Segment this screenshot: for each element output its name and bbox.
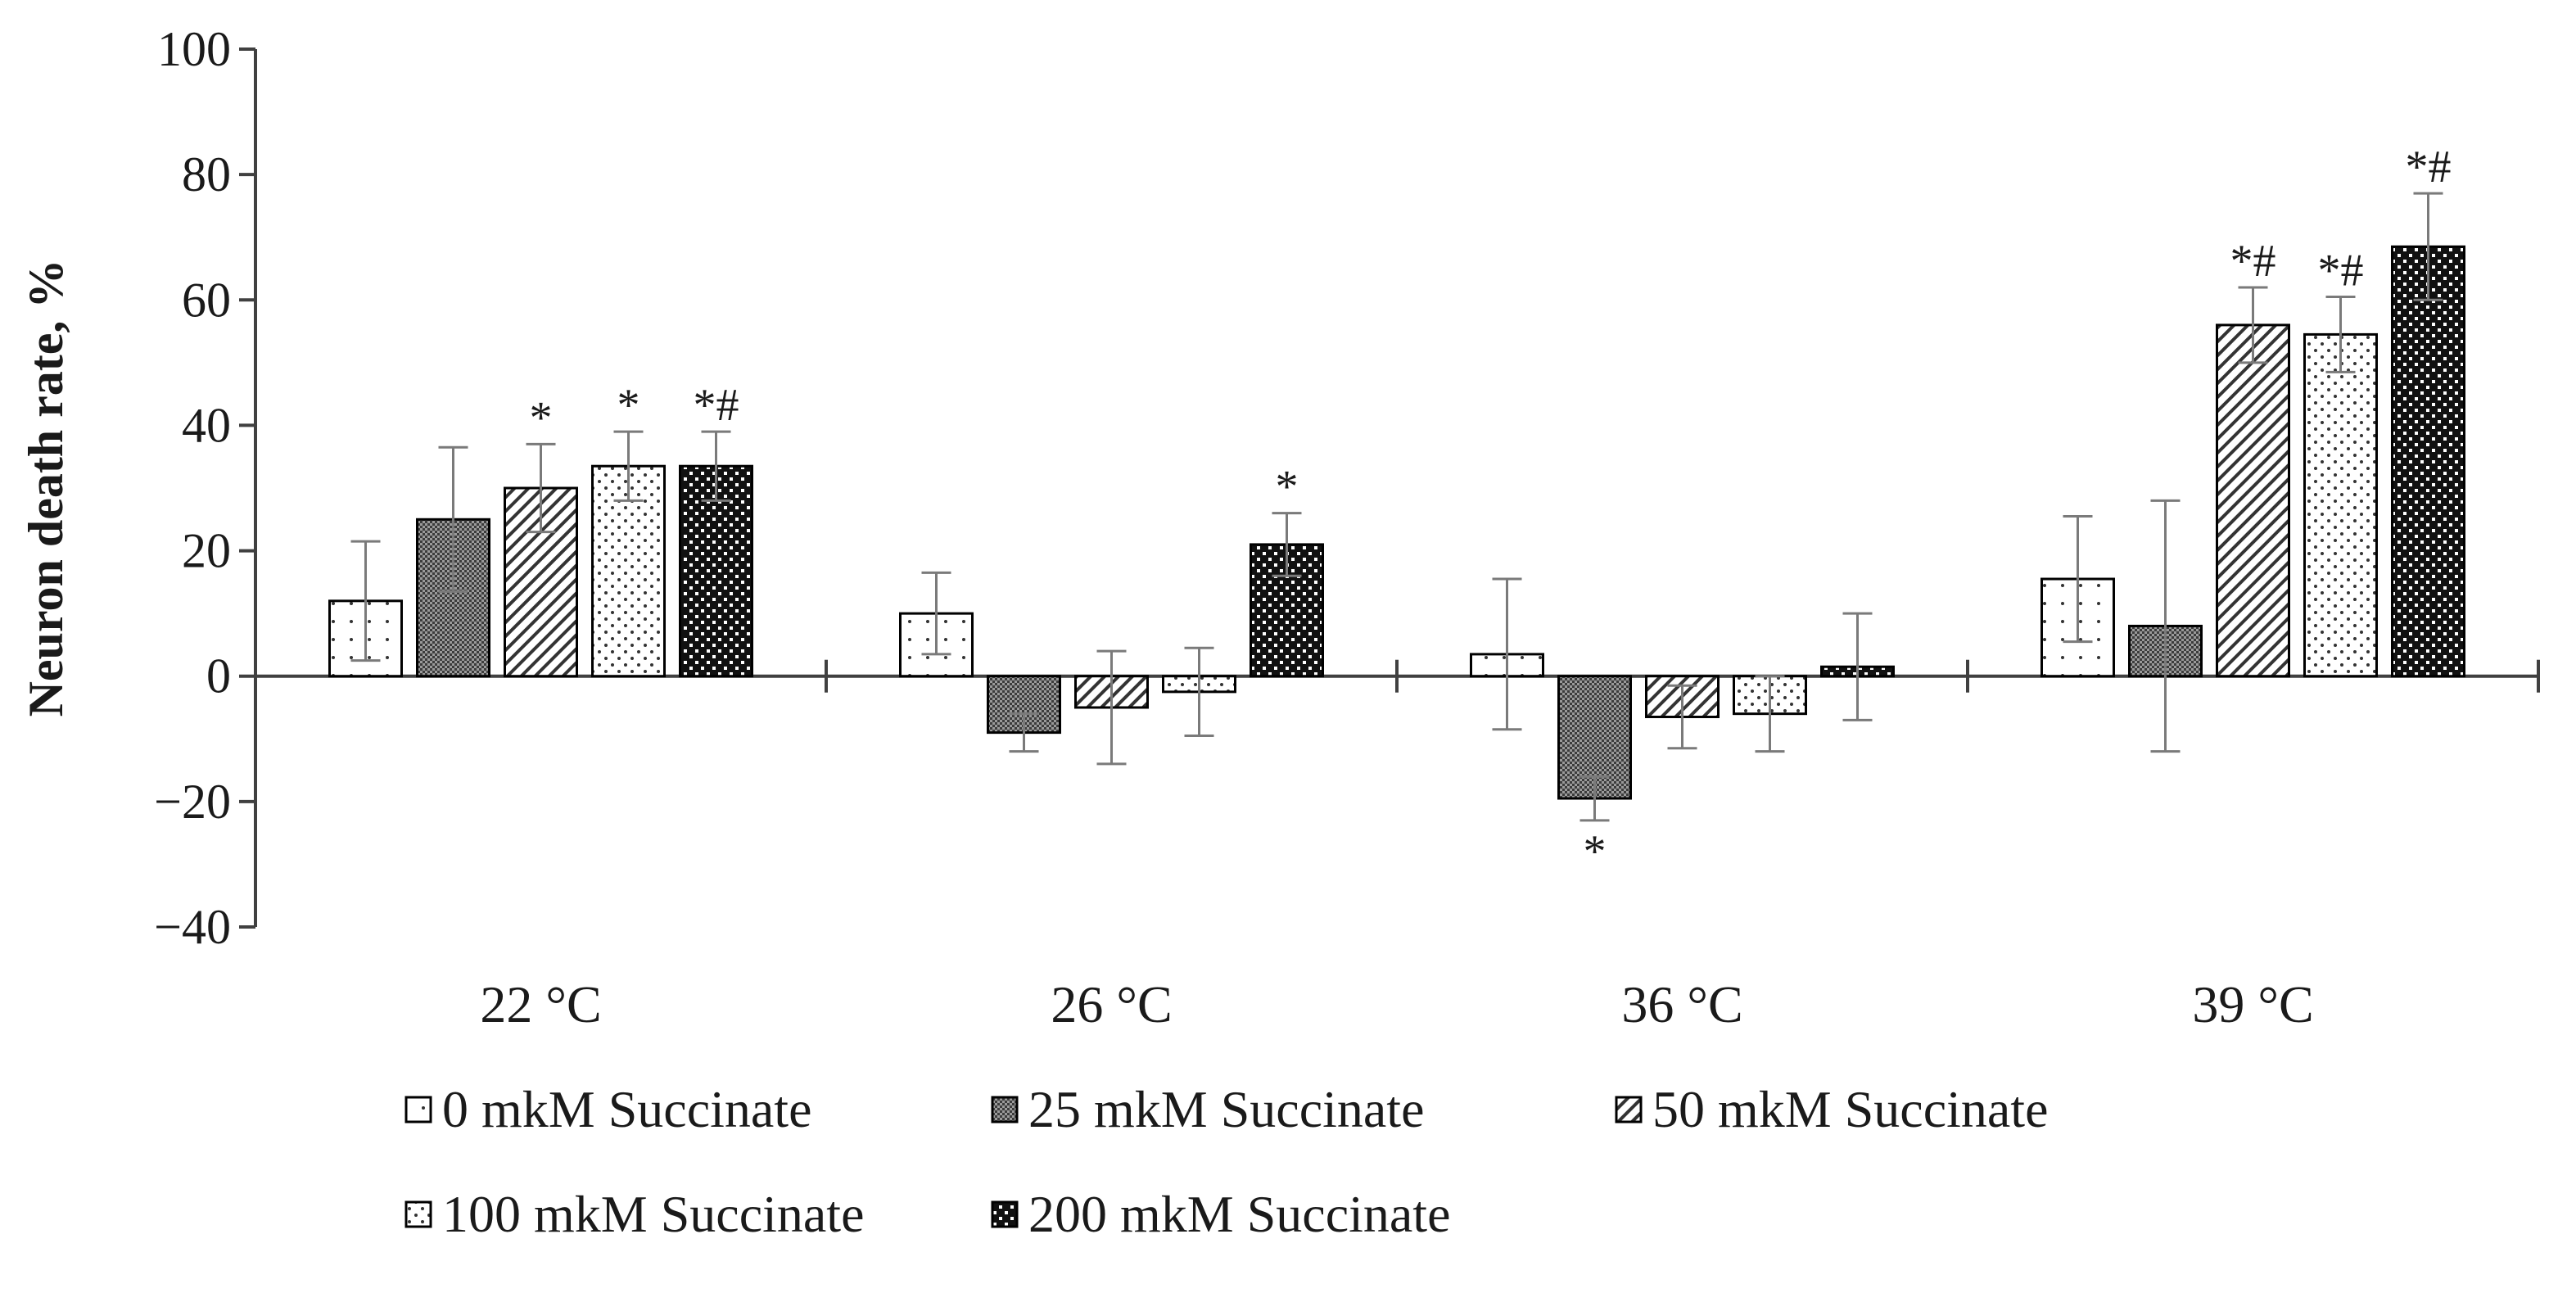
y-axis-ticks: 100 80 60 40 20 0 −20 −40 — [154, 22, 255, 954]
y-tick-label: 20 — [182, 524, 231, 578]
significance-label: * — [530, 392, 553, 443]
significance-label: *# — [694, 380, 739, 431]
bar — [1557, 675, 1632, 800]
bar-series — [328, 245, 2465, 800]
legend-label: 100 mkM Succinate — [442, 1185, 864, 1243]
legend-label: 0 mkM Succinate — [442, 1080, 811, 1138]
significance-label: * — [1276, 462, 1299, 513]
legend-swatch — [404, 1200, 432, 1228]
y-tick-label: −40 — [154, 900, 231, 954]
significance-label: * — [1584, 826, 1607, 877]
legend-swatch — [991, 1096, 1019, 1123]
significance-label: *# — [2406, 142, 2452, 192]
category-label: 26 °C — [1051, 975, 1172, 1033]
bar — [2391, 245, 2465, 678]
category-label: 22 °C — [480, 975, 601, 1033]
category-label: 39 °C — [2192, 975, 2313, 1033]
category-labels: 22 °C 26 °C 36 °C 39 °C — [480, 975, 2313, 1033]
legend-label: 200 mkM Succinate — [1028, 1185, 1450, 1243]
error-bars — [350, 192, 2443, 822]
category-label: 36 °C — [1621, 975, 1742, 1033]
legend-label: 50 mkM Succinate — [1652, 1080, 2048, 1138]
legend-label: 25 mkM Succinate — [1028, 1080, 1424, 1138]
significance-label: * — [617, 380, 640, 431]
significance-markers: * * *# * * *# *# *# — [530, 142, 2452, 877]
significance-label: *# — [2318, 245, 2364, 296]
y-tick-label: −20 — [154, 775, 231, 829]
bar — [2303, 332, 2378, 678]
legend-swatch — [991, 1200, 1019, 1228]
y-axis-title: Neuron death rate, % — [19, 260, 73, 717]
legend-swatch — [404, 1096, 432, 1123]
y-tick-label: 40 — [182, 398, 231, 452]
legend: 0 mkM Succinate 25 mkM Succinate 50 mkM Su… — [404, 1080, 2048, 1243]
significance-label: *# — [2230, 236, 2276, 287]
y-tick-label: 0 — [206, 649, 231, 703]
legend-swatch — [1615, 1096, 1643, 1123]
bar — [2216, 323, 2290, 678]
y-tick-label: 60 — [182, 273, 231, 327]
y-tick-label: 100 — [157, 22, 231, 76]
y-tick-label: 80 — [182, 147, 231, 201]
